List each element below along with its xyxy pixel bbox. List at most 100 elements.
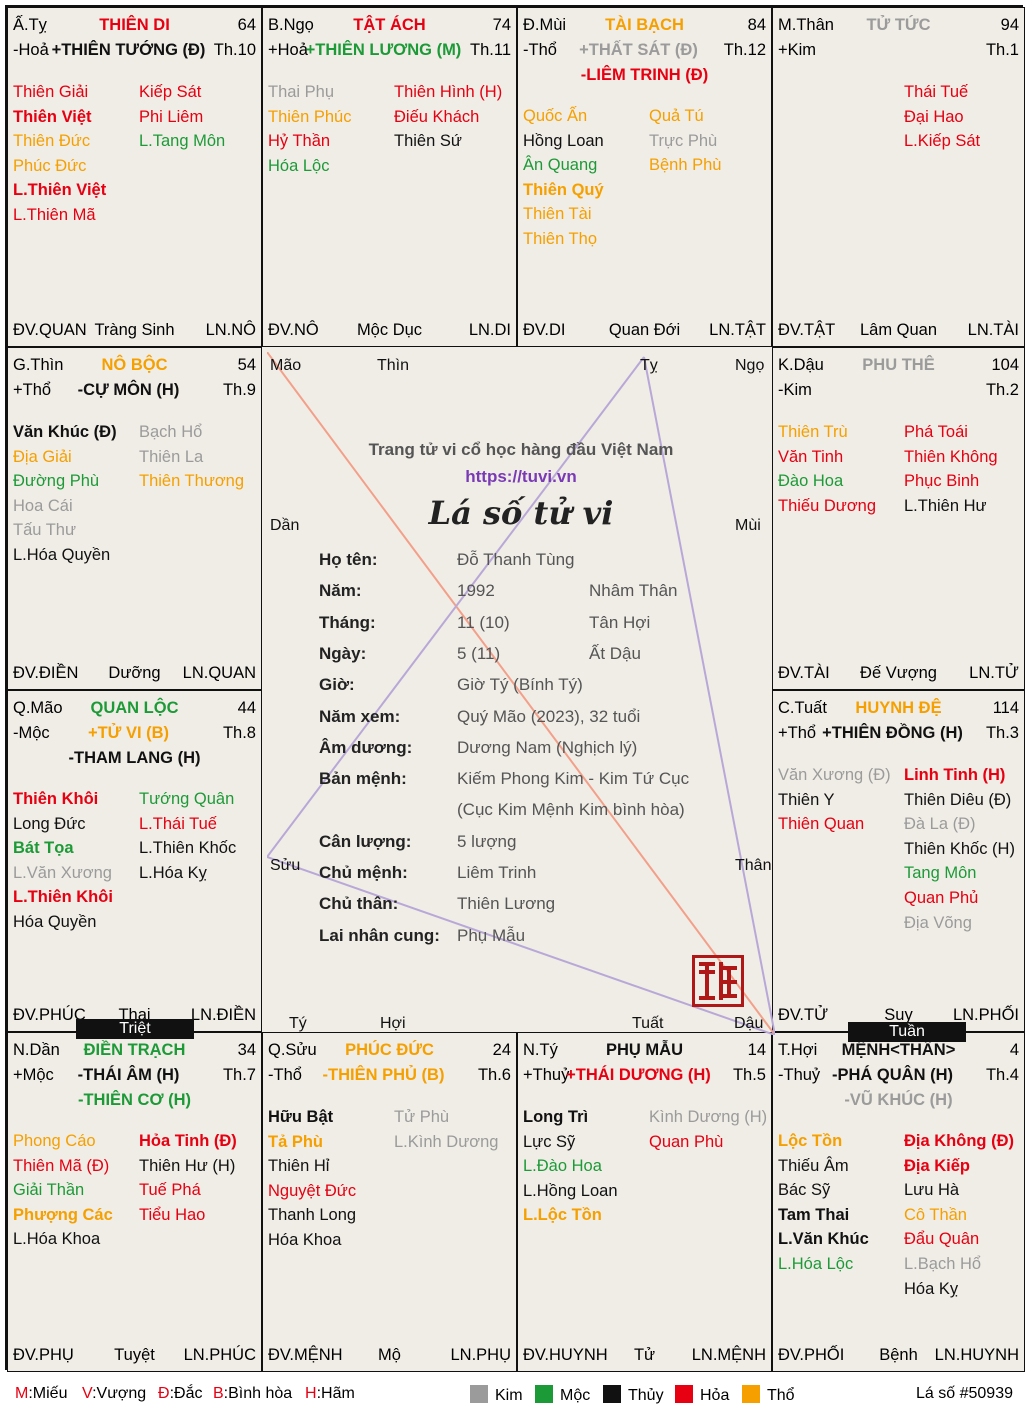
palace-age: 64 bbox=[237, 16, 256, 34]
life-stage: Mộc Dục bbox=[356, 321, 423, 339]
star-column-right: Kiếp Sát Phi Liêm L.Tang Môn bbox=[139, 80, 225, 154]
branch-label: Tuất bbox=[632, 1015, 664, 1032]
legend-colon: : bbox=[316, 1385, 322, 1402]
star: L.Thái Tuế bbox=[139, 814, 217, 833]
palace-thin[interactable]: G.Thìn NÔ BỘC 54 +Thổ -CỰ MÔN (H) Th.9 Văn Khú… bbox=[7, 347, 262, 690]
info-value: Tân Hợi bbox=[589, 612, 651, 632]
palace-than[interactable]: M.Thân TỬ TỨC 94 +Kim Th.1 Thái Tuế Đại Hao L.K… bbox=[772, 7, 1025, 347]
decade-palace: ĐV.TỬ bbox=[778, 1006, 829, 1024]
decade-palace: ĐV.NÔ bbox=[268, 321, 319, 339]
legend-abbr-key: Đ bbox=[158, 1385, 170, 1402]
star: L.Thiên Mã bbox=[13, 205, 96, 224]
star: Đà La (Đ) bbox=[904, 815, 976, 834]
star: Thiên Phúc bbox=[268, 107, 352, 126]
star: L.Hóa Khoa bbox=[13, 1230, 101, 1249]
palace-element: +Hoả bbox=[268, 41, 308, 59]
decade-palace: ĐV.TẬT bbox=[778, 321, 836, 339]
star-column-left: Quốc Ấn Hồng Loan Ân Quang Thiên Quý Thiên T… bbox=[523, 104, 604, 252]
legend-abbreviation: M:Miếu bbox=[15, 1385, 67, 1403]
palace-month: Th.2 bbox=[985, 381, 1019, 399]
star: Quan Phủ bbox=[904, 888, 979, 907]
star-column-left: Thiên Giải Thiên Việt Thiên Đức Phúc Đức L.T… bbox=[13, 80, 106, 228]
palace-dau[interactable]: K.Dậu PHU THÊ 104 -Kim Th.2 Thiên Trù Văn Tinh… bbox=[772, 347, 1025, 690]
palace-age: 54 bbox=[237, 356, 256, 374]
info-label: Giờ: bbox=[319, 675, 355, 695]
palace-footer: ĐV.PHỤ Tuyệt LN.PHÚC bbox=[13, 1343, 256, 1365]
year-palace: LN.HUYNH bbox=[934, 1346, 1019, 1364]
palace-title: NÔ BỘC bbox=[101, 356, 168, 374]
palace-main-star-row: +Hoả +THIÊN LƯƠNG (M) Th.11 bbox=[268, 41, 511, 65]
palace-title: MỆNH<THÂN> bbox=[841, 1041, 956, 1059]
palace-footer: ĐV.TẬT Lâm Quan LN.TÀI bbox=[778, 318, 1019, 340]
star: Thiên La bbox=[139, 447, 204, 466]
legend-swatch bbox=[535, 1385, 553, 1403]
palace-main-star-row: -Hoả +THIÊN TƯỚNG (Đ) Th.10 bbox=[13, 41, 256, 65]
main-star-secondary: -THAM LANG (H) bbox=[68, 749, 201, 767]
star: Điếu Khách bbox=[394, 107, 480, 126]
star: Hoa Cái bbox=[13, 496, 73, 515]
star-column-left: Thai Phụ Thiên Phúc Hỷ Thần Hóa Lộc bbox=[268, 80, 351, 178]
main-star: +THẤT SÁT (Đ) bbox=[579, 41, 698, 59]
info-row: Năm: 1992 Nhâm Thân bbox=[319, 581, 759, 611]
star: Lộc Tồn bbox=[778, 1132, 843, 1150]
star: Bát Tọa bbox=[13, 839, 74, 858]
palace-main-star-row: +Kim Th.1 bbox=[778, 41, 1019, 65]
palace-title: PHU THÊ bbox=[862, 356, 935, 374]
year-palace: LN.QUAN bbox=[182, 664, 256, 682]
palace-mao[interactable]: Q.Mão QUAN LỘC 44 -Mộc +TỬ VI (B) Th.8 -THAM L… bbox=[7, 690, 262, 1032]
palace-tuat[interactable]: C.Tuất HUYNH ĐỆ 114 +Thổ +THIÊN ĐỒNG (H) Th.3… bbox=[772, 690, 1025, 1032]
palace-suu[interactable]: Q.Sửu PHÚC ĐỨC 24 -Thổ -THIÊN PHỦ (B) Th.6 Hữu… bbox=[262, 1032, 517, 1372]
palace-footer: ĐV.DI Quan Đới LN.TẬT bbox=[523, 318, 766, 340]
tuan-tag: Tuần bbox=[848, 1022, 966, 1042]
info-row: Họ tên: Đỗ Thanh Tùng bbox=[319, 550, 759, 580]
info-row: Năm xem: Quý Mão (2023), 32 tuổi bbox=[319, 707, 759, 737]
star: Lưu Hà bbox=[904, 1181, 960, 1200]
info-label: Chủ mệnh: bbox=[319, 863, 408, 882]
star-column-left: Văn Khúc (Đ) Địa Giải Đường Phù Hoa Cái Tấu … bbox=[13, 420, 117, 568]
palace-ngo[interactable]: B.Ngọ TẬT ÁCH 74 +Hoả +THIÊN LƯƠNG (M) Th.11 T… bbox=[262, 7, 517, 347]
palace-stem-branch: C.Tuất bbox=[778, 699, 827, 717]
legend-abbr-key: V bbox=[82, 1385, 93, 1402]
info-value: 11 (10) bbox=[457, 612, 510, 632]
palace-ti[interactable]: N.Tý PHỤ MẪU 14 +Thuỷ +THÁI DƯƠNG (H) Th.5 Lon… bbox=[517, 1032, 772, 1372]
star: Thiên Diêu (Đ) bbox=[904, 790, 1012, 809]
branch-label: Mão bbox=[270, 357, 302, 374]
star: Thiên Không bbox=[904, 447, 998, 466]
info-value: Nhâm Thân bbox=[589, 581, 678, 601]
star-column-right: Phá Toái Thiên Không Phục Binh L.Thiên Hư bbox=[904, 420, 998, 518]
info-label: Cân lượng: bbox=[319, 831, 412, 851]
life-stage: Suy bbox=[884, 1006, 913, 1024]
palace-element: +Thuỷ bbox=[523, 1066, 570, 1084]
info-value: Phụ Mẫu bbox=[457, 925, 526, 945]
palace-ty[interactable]: Ấ.Tỵ THIÊN DI 64 -Hoả +THIÊN TƯỚNG (Đ) Th.10 T… bbox=[7, 7, 262, 347]
palace-dan[interactable]: N.Dần ĐIỀN TRẠCH 34 +Mộc -THÁI ÂM (H) Th.7 -TH… bbox=[7, 1032, 262, 1372]
site-url[interactable]: https://tuvi.vn bbox=[465, 467, 577, 486]
star: Hỏa Tinh (Đ) bbox=[139, 1132, 237, 1150]
info-label: Tháng: bbox=[319, 612, 376, 632]
palace-header: G.Thìn NÔ BỘC 54 bbox=[13, 356, 256, 380]
palace-title: PHỤ MẪU bbox=[606, 1041, 683, 1059]
info-value: Liêm Trinh bbox=[457, 863, 537, 882]
palace-main-star-row: -Mộc +TỬ VI (B) Th.8 bbox=[13, 724, 256, 748]
palace-title: TÀI BẠCH bbox=[605, 16, 684, 34]
star: Nguyệt Đức bbox=[268, 1181, 357, 1200]
decade-palace: ĐV.PHÚC bbox=[13, 1006, 86, 1024]
site-tagline: Trang tử vi cổ học hàng đầu Việt Nam bbox=[368, 440, 674, 459]
branch-label: Hợi bbox=[380, 1015, 406, 1032]
aspect-line-purple-1 bbox=[267, 356, 645, 858]
palace-mui[interactable]: Đ.Mùi TÀI BẠCH 84 -Thổ +THẤT SÁT (Đ) Th.12 -LI… bbox=[517, 7, 772, 347]
info-value: Dương Nam (Nghịch lý) bbox=[457, 737, 638, 757]
info-row: Giờ: Giờ Tý (Bính Tý) bbox=[319, 675, 759, 705]
star: Lực Sỹ bbox=[523, 1132, 576, 1151]
star: Thiên Trù bbox=[778, 423, 848, 441]
palace-hoi[interactable]: T.Hợi MỆNH<THÂN> 4 -Thuỷ -PHÁ QUÂN (H) Th.4 -V… bbox=[772, 1032, 1025, 1372]
star: Đại Hao bbox=[904, 107, 964, 126]
palace-header: Q.Mão QUAN LỘC 44 bbox=[13, 699, 256, 723]
legend-colon: : bbox=[92, 1385, 97, 1402]
year-palace: LN.PHỤ bbox=[450, 1346, 511, 1364]
legend-swatch bbox=[470, 1385, 488, 1403]
palace-element: +Kim bbox=[778, 41, 817, 59]
year-palace: LN.NÔ bbox=[205, 321, 256, 339]
palace-element: -Kim bbox=[778, 381, 812, 399]
star: Văn Khúc (Đ) bbox=[13, 423, 117, 441]
